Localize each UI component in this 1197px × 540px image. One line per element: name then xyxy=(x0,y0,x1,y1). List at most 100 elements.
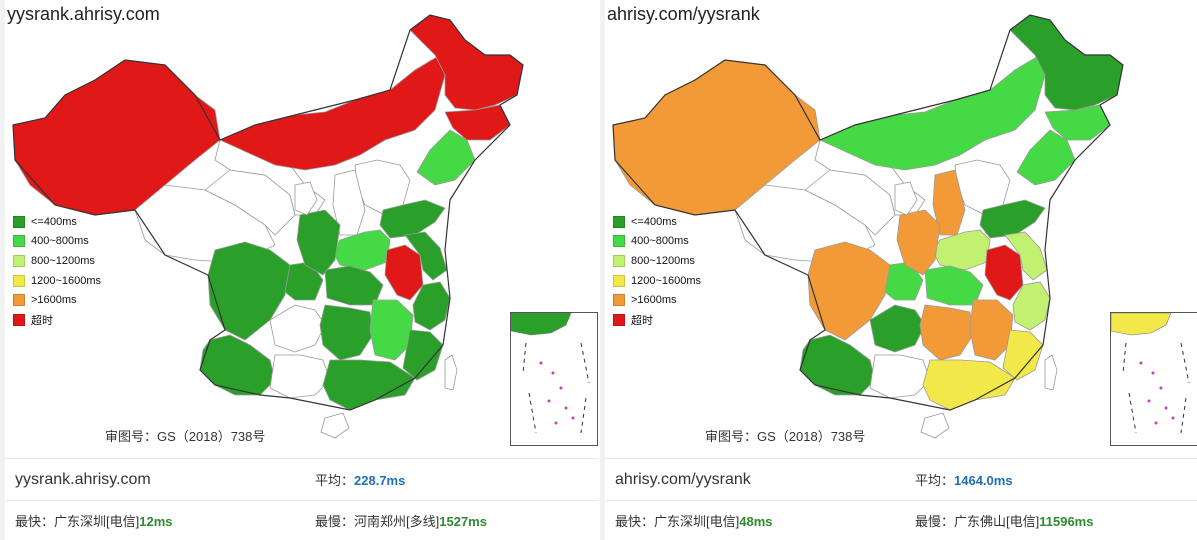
stats-row: yysrank.ahrisy.com 平均：228.7ms xyxy=(5,459,598,500)
average-value: 228.7ms xyxy=(354,472,406,488)
province-henan xyxy=(932,229,991,271)
inset-island xyxy=(1151,371,1155,375)
nine-dash-line xyxy=(522,342,590,434)
legend-item: 400~800ms xyxy=(13,232,101,252)
inset-map xyxy=(511,313,590,434)
slowest-location: 河南郑州[多线] xyxy=(354,514,440,529)
province-yunnan xyxy=(199,334,276,396)
slowest-value: 1527ms xyxy=(439,514,487,529)
average-stat: 平均：228.7ms xyxy=(315,472,406,488)
province-taiwan xyxy=(1044,354,1058,391)
fastest-location: 广东深圳[电信] xyxy=(654,514,740,529)
stats-table: yysrank.ahrisy.com 平均：228.7ms 最快：广东深圳[电信… xyxy=(5,458,598,540)
map-title: yysrank.ahrisy.com xyxy=(7,4,160,24)
inset-island xyxy=(1159,386,1163,390)
map-legend: <=400ms 400~800ms 800~1200ms 1200~1600ms… xyxy=(613,212,701,330)
province-inner-mongolia xyxy=(219,54,446,171)
fastest-stat: 最快：广东深圳[电信]12ms xyxy=(15,514,173,529)
province-jiangsu xyxy=(1004,231,1048,281)
province-shandong xyxy=(979,199,1046,239)
legend-item: <=400ms xyxy=(613,212,701,232)
province-yunnan xyxy=(799,334,876,396)
national-border xyxy=(612,14,1124,411)
latency-map: ahrisy.com/yysrank <=400ms 400~800ms 800… xyxy=(605,0,1197,458)
province-hunan xyxy=(319,304,374,361)
stats-table: ahrisy.com/yysrank 平均：1464.0ms 最快：广东深圳[电… xyxy=(605,458,1197,540)
province-anhui xyxy=(984,244,1024,301)
province-ningxia xyxy=(894,181,918,216)
slowest-value: 11596ms xyxy=(1039,514,1094,529)
province-hainan xyxy=(320,412,350,439)
inset-island xyxy=(547,399,551,403)
legend-swatch xyxy=(613,215,625,228)
fastest-stat: 最快：广东深圳[电信]48ms xyxy=(615,514,773,529)
province-guangxi xyxy=(869,354,931,399)
legend-swatch xyxy=(13,215,25,228)
panel-right: ahrisy.com/yysrank <=400ms 400~800ms 800… xyxy=(600,0,1197,540)
national-border xyxy=(12,14,524,411)
south-china-sea-inset xyxy=(1110,312,1197,446)
inset-coastline xyxy=(511,313,572,336)
inset-island xyxy=(1154,421,1158,425)
province-guizhou xyxy=(869,304,926,353)
inset-island xyxy=(1171,416,1175,420)
inset-island xyxy=(539,361,543,365)
province-jiangsu xyxy=(404,231,448,281)
inset-island xyxy=(1139,361,1143,365)
slowest-stat: 最慢：河南郑州[多线]1527ms xyxy=(315,514,487,529)
stats-row: 最快：广东深圳[电信]12ms 最慢：河南郑州[多线]1527ms xyxy=(5,500,598,540)
map-title: ahrisy.com/yysrank xyxy=(607,4,760,24)
site-name: ahrisy.com/yysrank xyxy=(615,470,751,488)
legend-swatch xyxy=(13,254,25,267)
province-shaanxi xyxy=(296,209,341,276)
inset-island xyxy=(551,371,555,375)
legend-item: 1200~1600ms xyxy=(613,271,701,291)
province-hubei xyxy=(324,265,384,306)
province-shaanxi xyxy=(896,209,941,276)
province-guangxi xyxy=(269,354,331,399)
province-inner-mongolia xyxy=(819,54,1046,171)
province-jilin xyxy=(444,104,511,141)
inset-island xyxy=(571,416,575,420)
province-hainan xyxy=(920,412,950,439)
province-zhejiang xyxy=(1012,281,1051,331)
province-anhui xyxy=(384,244,424,301)
legend-item: 超时 xyxy=(13,310,101,330)
map-approval-number: 审图号：GS（2018）738号 xyxy=(105,429,266,444)
slowest-location: 广东佛山[电信] xyxy=(954,514,1040,529)
province-ningxia xyxy=(294,181,318,216)
average-stat: 平均：1464.0ms xyxy=(915,472,1013,488)
legend-swatch xyxy=(613,313,625,326)
nine-dash-line xyxy=(1122,342,1190,434)
legend-item: >1600ms xyxy=(613,290,701,310)
province-guangdong xyxy=(922,359,1016,411)
province-henan xyxy=(332,229,391,271)
china-map xyxy=(612,14,1124,439)
legend-item: 800~1200ms xyxy=(613,251,701,271)
inset-island xyxy=(1147,399,1151,403)
legend-swatch xyxy=(613,274,625,287)
site-name: yysrank.ahrisy.com xyxy=(15,470,151,488)
province-guizhou xyxy=(269,304,326,353)
province-shanxi xyxy=(932,169,966,236)
legend-item: 超时 xyxy=(613,310,701,330)
inset-coastline xyxy=(1111,313,1172,336)
slowest-stat: 最慢：广东佛山[电信]11596ms xyxy=(915,514,1094,529)
china-map xyxy=(12,14,524,439)
fastest-location: 广东深圳[电信] xyxy=(54,514,140,529)
province-zhejiang xyxy=(412,281,451,331)
legend-item: >1600ms xyxy=(13,290,101,310)
province-taiwan xyxy=(444,354,458,391)
south-china-sea-inset xyxy=(510,312,598,446)
province-hunan xyxy=(919,304,974,361)
province-fujian xyxy=(402,329,444,381)
inset-island xyxy=(559,386,563,390)
province-liaoning xyxy=(1016,129,1076,186)
map-legend: <=400ms 400~800ms 800~1200ms 1200~1600ms… xyxy=(13,212,101,330)
fastest-value: 12ms xyxy=(139,514,173,529)
province-hubei xyxy=(924,265,984,306)
province-shandong xyxy=(379,199,446,239)
legend-swatch xyxy=(613,294,625,307)
fastest-value: 48ms xyxy=(739,514,773,529)
inset-island xyxy=(564,406,568,410)
